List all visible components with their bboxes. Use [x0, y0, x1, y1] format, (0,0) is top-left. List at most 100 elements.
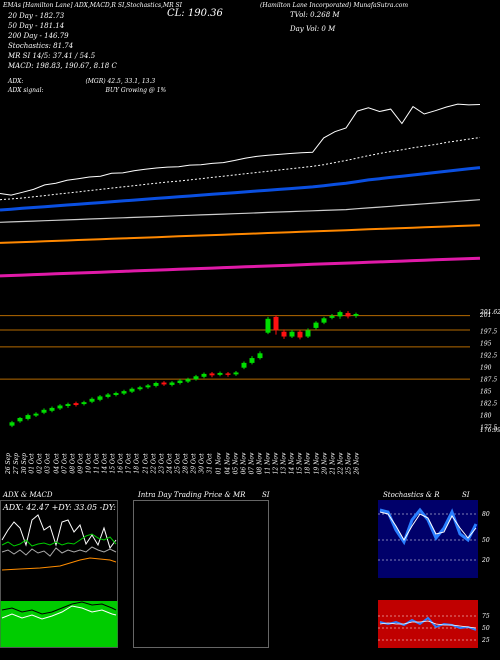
adx-signal: ADX signal: BUY Growing @ 1% — [8, 87, 167, 94]
adx-macd-panel: ADX: 42.47 +DY: 33.05 -DY: 13.35 — [0, 500, 118, 648]
macd-readout: MACD: 198.83, 190.67, 8.18 C — [8, 62, 117, 70]
date-label: 18 Oct — [134, 453, 142, 474]
date-label: 16 Oct — [117, 453, 125, 474]
candle-up — [201, 373, 207, 377]
date-label: 25 Oct — [174, 453, 182, 474]
price-axis-label: 182.5 — [480, 401, 497, 408]
date-label: 15 Oct — [109, 453, 117, 474]
candle-up — [313, 322, 319, 328]
stoch-axis-50: 50 — [482, 537, 490, 544]
date-label: 04 Oct — [53, 453, 61, 474]
candle-up — [49, 407, 55, 411]
intraday-si-label: SI — [262, 491, 270, 499]
ema-50-readout: 50 Day - 181.14 — [8, 22, 65, 30]
candle-down — [209, 373, 215, 376]
date-label: 14 Nov — [288, 452, 296, 475]
candle-up — [113, 393, 119, 395]
stochastics-si-label: SI — [462, 491, 470, 499]
candle-down — [345, 313, 351, 317]
price-axis-label: 197.5 — [480, 329, 497, 336]
date-label: 22 Oct — [150, 453, 158, 474]
date-label: 02 Oct — [36, 453, 44, 474]
adx-plus-di-line — [1, 514, 117, 550]
header-indicators: EMAs [Hamilton Lane] ADX,MACD,R SI,Stoch… — [3, 2, 182, 9]
intraday-panel-frame — [133, 500, 269, 648]
candle-up — [249, 358, 255, 363]
candle-up — [289, 331, 295, 337]
date-label: 08 Oct — [69, 453, 77, 474]
macd-signal-line — [1, 601, 117, 615]
date-label: 24 Oct — [166, 453, 174, 474]
date-label: 25 Nov — [345, 452, 353, 475]
price-line — [0, 103, 481, 196]
candle-down — [297, 331, 303, 338]
adx-panel-title: ADX & MACD — [3, 491, 53, 499]
header-source: (Hamilton Lane Incorporated) MunafaSutra… — [260, 2, 409, 9]
candle-up — [137, 387, 143, 390]
date-label: 13 Nov — [280, 452, 288, 475]
macd-main-line — [1, 605, 117, 620]
date-label: 01 Oct — [28, 453, 36, 474]
mrsi-readout: MR SI 14/5: 37.41 / 54.5 — [8, 52, 96, 60]
stochastics-k-line — [379, 507, 478, 546]
rsi-axis-75: 75 — [482, 613, 490, 620]
ema-200-readout: 200 Day - 146.79 — [8, 32, 69, 40]
rsi-axis-50: 50 — [482, 625, 490, 632]
candle-up — [25, 415, 31, 419]
stochastics-rsi-panel: 80 50 20 75 50 25 — [378, 500, 490, 648]
stochastics-panel-title: Stochastics & R — [383, 491, 440, 499]
adx-line — [1, 546, 117, 557]
candle-up — [169, 382, 175, 385]
candle-up — [241, 362, 247, 368]
date-label: 03 Oct — [45, 453, 53, 474]
ema-readout: 20 Day - 182.73 50 Day - 181.14 200 Day … — [8, 11, 117, 71]
candle-up — [121, 391, 127, 394]
date-label: 18 Nov — [304, 452, 312, 475]
date-label: 17 Oct — [126, 453, 134, 474]
candle-up — [153, 383, 159, 386]
date-label: 12 Nov — [272, 452, 280, 475]
date-label: 01 Nov — [215, 452, 223, 475]
date-label: 21 Oct — [142, 453, 150, 474]
candle-up — [41, 409, 47, 413]
candle-up — [105, 394, 111, 397]
price-axis-label: 177.5 — [480, 425, 497, 432]
candle-up — [33, 413, 39, 416]
ema-20-line — [0, 137, 481, 201]
price-axis-label: 187.5 — [480, 377, 497, 384]
date-label: 10 Oct — [85, 453, 93, 474]
ema-chart — [0, 103, 481, 278]
candle-up — [233, 372, 239, 375]
stochastics-bg — [378, 500, 478, 578]
rsi-signal-line — [379, 620, 477, 629]
date-label: 15 Nov — [296, 452, 304, 475]
date-label: 04 Nov — [223, 452, 231, 475]
date-label: 14 Oct — [101, 453, 109, 474]
candle-up — [257, 353, 263, 359]
date-label: 29 Oct — [190, 453, 198, 474]
date-label: 26 Sep — [5, 452, 13, 475]
intraday-panel — [133, 500, 269, 648]
date-label: 26 Nov — [353, 452, 361, 475]
candle-up — [17, 417, 23, 422]
price-axis-label: 192.5 — [480, 353, 497, 360]
stoch-axis-80: 80 — [482, 511, 490, 518]
candle-down — [225, 373, 231, 375]
candle-up — [81, 402, 87, 405]
ema-200-line — [0, 224, 481, 244]
candle-down — [273, 316, 279, 331]
ema-long-line — [0, 256, 481, 278]
date-label: 06 Nov — [240, 452, 248, 475]
candle-up — [193, 376, 199, 380]
candle-up — [65, 404, 71, 406]
candle-up — [337, 312, 343, 317]
price-axis-label: 190 — [480, 365, 492, 372]
date-label: 27 Sep — [13, 452, 21, 475]
candle-up — [97, 396, 103, 400]
date-label: 22 Nov — [337, 452, 345, 475]
rsi-axis-25: 25 — [481, 637, 490, 644]
candle-up — [305, 330, 311, 337]
ema-100-line — [0, 199, 481, 223]
price-axis-label: 195 — [480, 341, 492, 348]
